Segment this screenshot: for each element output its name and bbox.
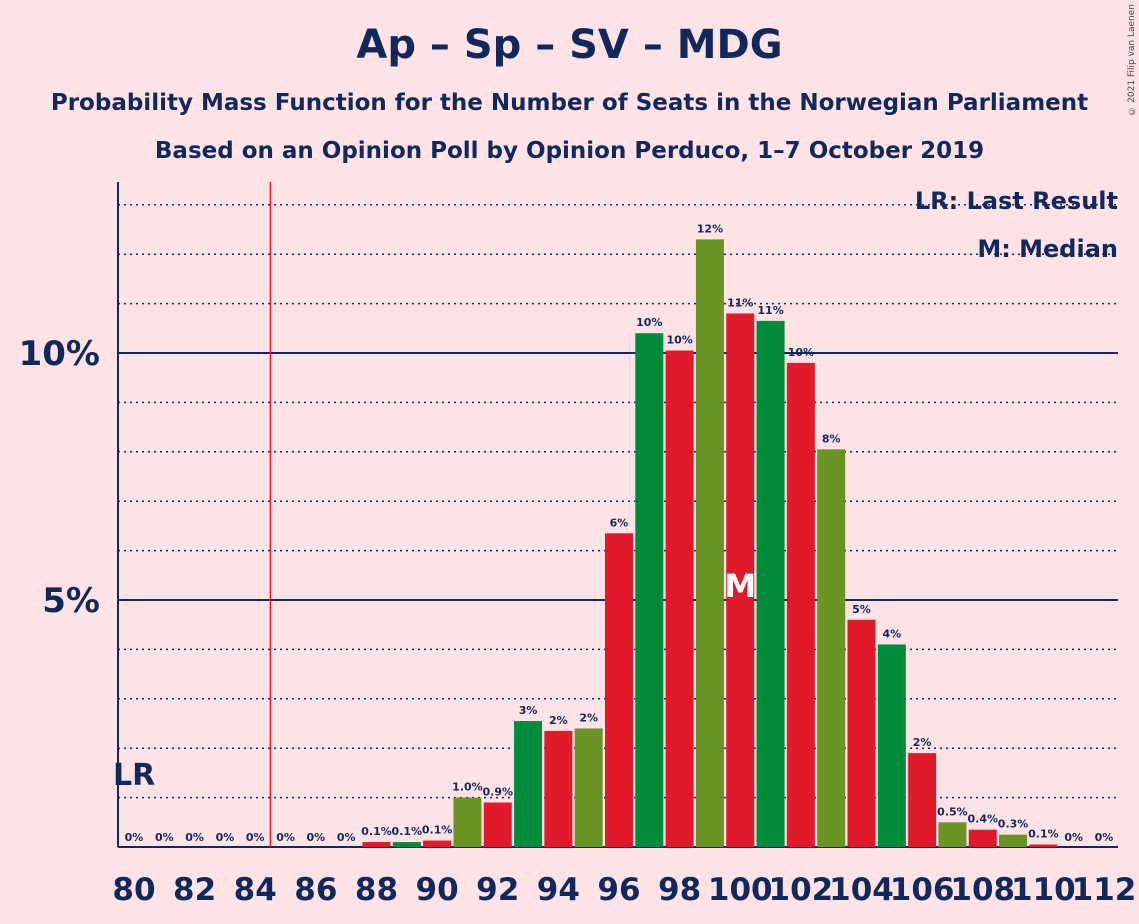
data-label-82: 0% [185,831,204,844]
median-marker: M [724,567,756,605]
last-result-marker: LR [113,758,155,793]
legend-last-result: LR: Last Result [915,187,1118,215]
bar-104 [847,619,876,847]
x-tick-label: 80 [112,872,155,908]
data-label-104: 5% [852,603,871,616]
bar-100 [726,313,755,848]
data-labels: 0% 0% 0% 0% 0% 0% 0% 0% 0.1% 0.1% 0.1%1.0% 0.9%3%2%… [125,222,1114,844]
x-tick-label: 106 [890,872,955,908]
y-tick-label: 5% [42,581,100,621]
bars [362,239,1058,848]
data-label-81: 0% [155,831,174,844]
data-label-83: 0% [216,831,235,844]
data-label-88: 0.1% [361,825,392,838]
data-label-107: 0.5% [937,805,968,818]
bar-88 [362,842,391,847]
bar-106 [908,753,937,847]
data-label-98: 10% [666,334,692,347]
data-label-94: 2% [549,714,568,727]
chart-title: Ap – Sp – SV – MDG [356,22,783,68]
x-tick-label: 82 [173,872,216,908]
data-label-92: 0.9% [482,786,513,799]
bar-92 [483,802,512,847]
bar-101 [756,320,785,847]
y-tick-label: 10% [19,334,100,374]
x-tick-label: 100 [708,872,773,908]
bar-97 [635,333,664,847]
data-label-96: 6% [610,516,629,529]
data-label-100: 11% [727,296,753,309]
x-tick-label: 96 [597,872,640,908]
data-label-86: 0% [307,831,326,844]
bar-94 [544,730,573,847]
y-axis-labels: 5% 10% [19,334,100,621]
x-tick-label: 90 [416,872,459,908]
chart-subtitle-poll: Based on an Opinion Poll by Opinion Perd… [154,138,985,164]
data-label-106: 2% [913,736,932,749]
bar-99 [695,239,724,847]
x-tick-label: 86 [294,872,337,908]
x-tick-label: 92 [476,872,519,908]
x-tick-label: 102 [769,872,834,908]
data-label-84: 0% [246,831,265,844]
data-label-99: 12% [697,222,723,235]
bar-91 [453,797,482,847]
bar-98 [665,350,694,847]
x-tick-label: 88 [355,872,398,908]
x-tick-label: 108 [950,872,1015,908]
bar-105 [877,644,906,847]
bar-109 [999,834,1028,847]
data-label-93: 3% [519,704,538,717]
data-label-80: 0% [125,831,144,844]
data-label-109: 0.3% [998,818,1029,831]
data-label-101: 11% [757,304,783,317]
x-axis-labels: 80 82 84 86 88 90 92 94 96 98 10010210410610811011… [112,872,1136,908]
x-tick-label: 110 [1011,872,1076,908]
bar-96 [605,533,633,847]
data-label-97: 10% [636,316,662,329]
data-label-105: 4% [882,627,901,640]
bar-90 [423,840,452,847]
bar-107 [938,822,967,847]
bar-108 [968,829,997,847]
x-tick-label: 98 [658,872,701,908]
data-label-95: 2% [579,711,598,724]
bar-103 [817,449,846,847]
bar-89 [392,842,421,847]
bar-110 [1029,844,1058,847]
data-label-91: 1.0% [452,781,483,794]
data-label-111: 0% [1064,831,1083,844]
data-label-112: 0% [1095,831,1114,844]
bar-102 [786,362,815,847]
legend-median: M: Median [977,235,1118,263]
data-label-108: 0.4% [967,813,998,826]
data-label-87: 0% [337,831,356,844]
markers: LR M [113,567,756,793]
chart-subtitle: Probability Mass Function for the Number… [50,90,1089,116]
bar-95 [574,728,603,847]
data-label-110: 0.1% [1028,828,1059,841]
data-label-89: 0.1% [392,825,423,838]
x-tick-label: 94 [537,872,580,908]
x-tick-label: 84 [234,872,277,908]
data-label-102: 10% [788,346,814,359]
x-tick-label: 112 [1072,872,1137,908]
data-label-85: 0% [276,831,295,844]
data-label-103: 8% [822,432,841,445]
bar-93 [514,721,543,847]
data-label-90: 0.1% [422,824,453,837]
x-tick-label: 104 [829,872,894,908]
